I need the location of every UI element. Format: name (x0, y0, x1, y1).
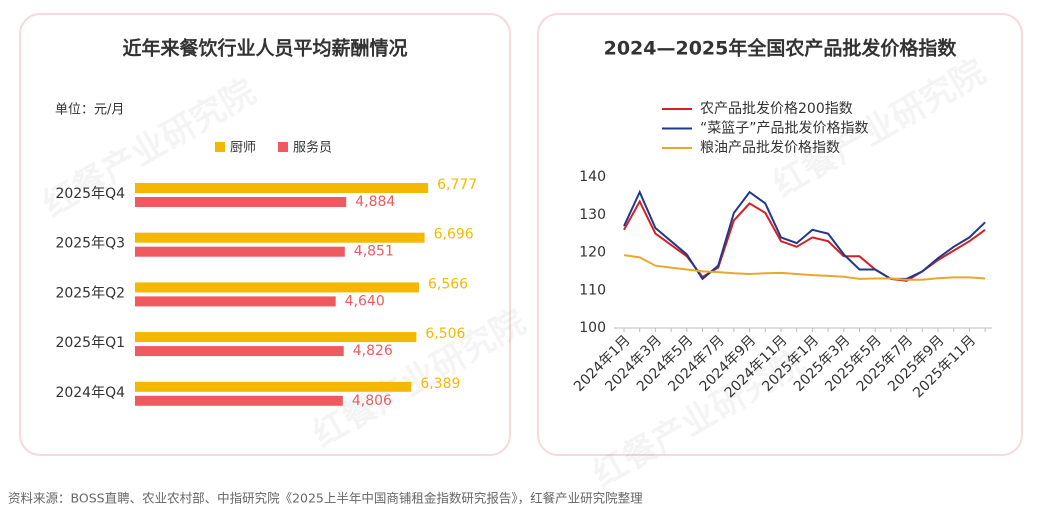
source: 资料来源：BOSS直聘、农业农村部、中指研究院《2025上半年中国商铺租金指数研… (8, 491, 643, 506)
value-label: 4,884 (355, 194, 395, 210)
y-tick-label: 2025年Q1 (55, 335, 125, 351)
value-label: 6,696 (434, 227, 474, 243)
bar (135, 346, 344, 357)
bar (135, 381, 412, 392)
y-tick-label: 110 (579, 282, 606, 298)
bar (135, 296, 336, 307)
value-label: 6,566 (428, 276, 468, 292)
bar (135, 332, 417, 343)
legend-label: 厨师 (230, 141, 256, 156)
value-label: 6,777 (437, 177, 477, 193)
bar (135, 282, 419, 293)
legend-label: “菜篮子”产品批发价格指数 (700, 121, 869, 137)
subtitle: 单位：元/月 (55, 103, 124, 118)
value-label: 4,851 (354, 244, 394, 260)
legend-swatch (278, 142, 289, 152)
bar (135, 183, 429, 193)
line (623, 189, 986, 281)
legend-label: 农产品批发价格200指数 (700, 101, 853, 117)
bar (135, 395, 343, 406)
y-tick-label: 2025年Q3 (55, 236, 125, 252)
line (623, 254, 986, 281)
y-tick-label: 2024年Q4 (55, 385, 125, 401)
y-tick-label: 2025年Q4 (55, 186, 125, 202)
y-tick-label: 120 (579, 245, 606, 261)
chart-title: 2024—2025年全国农产品批发价格指数 (604, 37, 958, 60)
y-tick-label: 2025年Q2 (55, 285, 125, 301)
value-label: 4,640 (345, 293, 385, 309)
value-label: 4,806 (352, 393, 392, 409)
legend-label: 服务员 (293, 140, 332, 156)
y-tick-label: 140 (579, 169, 606, 185)
value-label: 6,506 (425, 326, 465, 342)
value-label: 6,389 (420, 376, 460, 392)
value-label: 4,826 (353, 343, 393, 359)
legend-swatch (215, 142, 225, 152)
y-tick-label: 130 (579, 207, 606, 223)
chart-title: 近年来餐饮行业人员平均薪酬情况 (122, 37, 407, 60)
bar (135, 246, 345, 257)
bar (135, 197, 347, 207)
bar (135, 232, 425, 243)
legend-label: 粮油产品批发价格指数 (700, 140, 840, 156)
y-tick-label: 100 (579, 320, 606, 336)
